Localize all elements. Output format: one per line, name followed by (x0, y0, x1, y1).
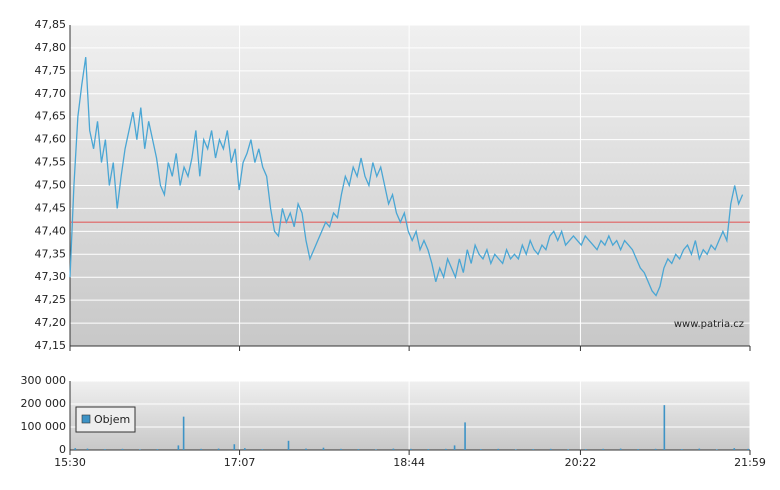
x-tick-label: 17:07 (224, 456, 256, 469)
volume-bar (217, 448, 220, 450)
volume-bar (514, 449, 517, 450)
volume-bar (567, 449, 570, 450)
volume-bar (86, 448, 89, 450)
volume-bar (261, 449, 264, 450)
volume-bar (410, 448, 412, 450)
volume-bar (464, 422, 466, 450)
volume-bar (715, 449, 718, 450)
y-tick-label: 47,65 (35, 110, 67, 123)
y-tick-label: 47,40 (35, 224, 67, 237)
y-tick-label: 47,20 (35, 316, 67, 329)
volume-bar (177, 445, 180, 450)
y-tick-label: 47,45 (35, 201, 67, 214)
y-tick-label: 47,70 (35, 87, 67, 100)
y-tick-label: 47,15 (35, 339, 67, 352)
y-tick-label: 47,80 (35, 41, 67, 54)
y-tick-label: 100 000 (21, 420, 67, 433)
volume-bar (287, 440, 290, 450)
volume-bar (654, 448, 657, 450)
volume-bar (375, 449, 377, 450)
price-line (69, 57, 744, 297)
y-tick-label: 47,25 (35, 293, 67, 306)
volume-bar (104, 449, 106, 450)
volume-bar (663, 405, 666, 450)
legend-swatch (81, 414, 91, 424)
x-tick-label: 21:59 (734, 456, 766, 469)
legend-label: Objem (94, 413, 130, 426)
volume-bar (602, 448, 604, 450)
volume-bar (305, 448, 307, 450)
volume-bar (637, 449, 639, 450)
volume-bar (182, 416, 185, 450)
volume-bar (322, 447, 325, 450)
volume-bar (453, 445, 456, 450)
y-tick-label: 300 000 (21, 374, 67, 387)
volume-bar (549, 448, 552, 450)
watermark: www.patria.cz (674, 319, 744, 330)
y-tick-label: 47,85 (35, 18, 67, 31)
volume-bar (74, 448, 77, 450)
volume-bar (681, 449, 683, 450)
volume-bar (532, 449, 535, 450)
volume-bar (156, 449, 159, 450)
x-tick-label: 20:22 (565, 456, 597, 469)
volume-bar (445, 448, 447, 450)
volume-bar (357, 449, 360, 450)
y-tick-label: 200 000 (21, 397, 67, 410)
volume-bar (427, 449, 430, 450)
volume-bar (340, 448, 342, 450)
x-tick-label: 15:30 (54, 456, 86, 469)
x-tick-label: 18:44 (393, 456, 425, 469)
volume-bar (747, 448, 750, 450)
y-tick-label: 0 (59, 443, 66, 456)
volume-bar (244, 448, 246, 450)
volume-bar (479, 449, 482, 450)
volume-bar (698, 448, 701, 450)
volume-bar (497, 448, 500, 450)
volume-bar (139, 449, 141, 450)
volume-bar (121, 448, 124, 450)
y-tick-label: 47,75 (35, 64, 67, 77)
volume-bar (619, 448, 622, 450)
y-tick-label: 47,35 (35, 247, 67, 260)
y-tick-label: 47,50 (35, 179, 67, 192)
volume-bar (584, 449, 587, 450)
plot-background (70, 381, 750, 450)
volume-bar (200, 448, 202, 450)
y-tick-label: 47,30 (35, 270, 67, 283)
volume-bar (392, 448, 395, 450)
volume-bar (233, 444, 236, 450)
y-tick-label: 47,60 (35, 133, 67, 146)
volume-bar (733, 448, 736, 450)
y-tick-label: 47,55 (35, 156, 67, 169)
